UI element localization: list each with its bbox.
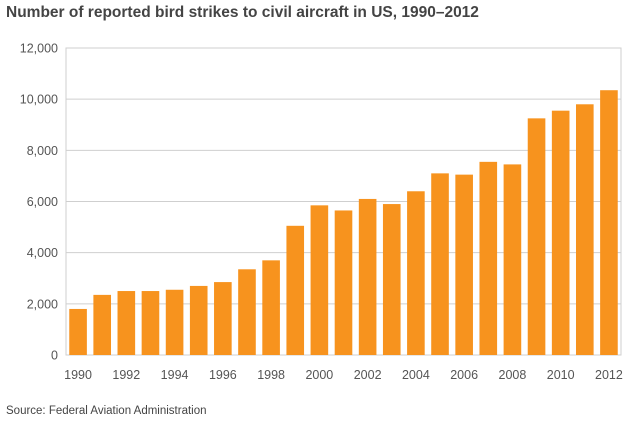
x-tick-label: 1998 xyxy=(257,368,285,382)
y-tick-label: 2,000 xyxy=(27,297,58,311)
bar-2002 xyxy=(358,198,377,355)
bar-2010 xyxy=(551,110,570,355)
x-tick-label: 2004 xyxy=(402,368,430,382)
bar-1994 xyxy=(165,289,184,355)
y-tick-label: 12,000 xyxy=(20,42,58,56)
y-tick-label: 4,000 xyxy=(27,246,58,260)
bar-2003 xyxy=(382,204,401,355)
x-tick-label: 1996 xyxy=(209,368,237,382)
bar-2006 xyxy=(455,174,473,355)
x-tick-label: 2000 xyxy=(305,368,333,382)
bar-2004 xyxy=(407,191,425,355)
x-tick-label: 1990 xyxy=(64,368,92,382)
y-tick-label: 8,000 xyxy=(27,144,58,158)
bar-1998 xyxy=(262,260,280,355)
y-tick-label: 0 xyxy=(51,349,58,363)
x-tick-label: 2008 xyxy=(499,368,527,382)
bar-1992 xyxy=(117,291,136,355)
bar-1995 xyxy=(189,285,208,355)
x-tick-label: 2006 xyxy=(450,368,478,382)
x-tick-label: 2012 xyxy=(595,368,623,382)
x-tick-label: 1994 xyxy=(161,368,189,382)
y-tick-label: 10,000 xyxy=(20,93,58,107)
bar-1999 xyxy=(286,225,305,355)
chart-title: Number of reported bird strikes to civil… xyxy=(6,4,479,21)
bar-2000 xyxy=(310,205,329,355)
bar-2007 xyxy=(479,161,498,355)
bar-1991 xyxy=(93,294,112,355)
bar-1997 xyxy=(238,269,256,355)
source-note: Source: Federal Aviation Administration xyxy=(6,405,207,417)
bar-2011 xyxy=(575,104,594,356)
bar-2009 xyxy=(527,118,546,356)
bar-2008 xyxy=(503,164,522,355)
bar-1990 xyxy=(69,308,87,355)
bar-2005 xyxy=(431,173,449,355)
x-tick-label: 1992 xyxy=(112,368,140,382)
y-tick-label: 6,000 xyxy=(27,195,58,209)
x-tick-label: 2010 xyxy=(547,368,575,382)
x-tick-label: 2002 xyxy=(354,368,382,382)
bar-1993 xyxy=(141,291,160,355)
bar-2001 xyxy=(334,210,353,355)
bar-1996 xyxy=(214,282,232,355)
bar-2012 xyxy=(600,90,618,356)
